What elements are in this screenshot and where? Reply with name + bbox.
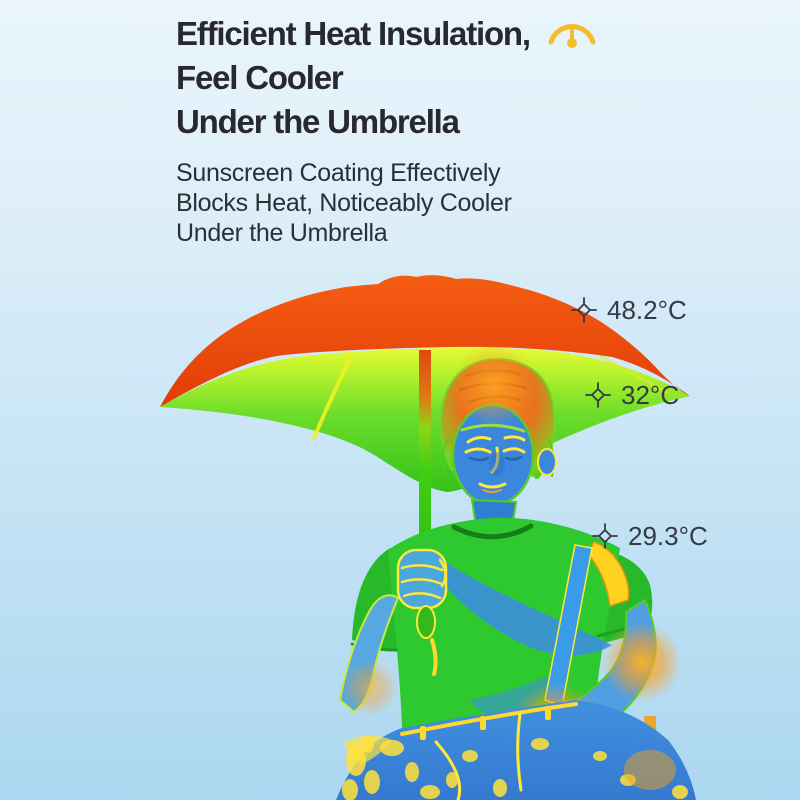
temp-value: 32°C — [621, 380, 680, 410]
thermometer-gauge-icon — [548, 24, 596, 48]
crosshair-icon — [592, 523, 618, 549]
temp-annotation-umbrella-top: 48.2°C — [571, 297, 687, 323]
warm-glow — [602, 622, 682, 702]
subtitle-line-3: Under the Umbrella — [176, 219, 388, 247]
temp-value: 48.2°C — [607, 295, 687, 325]
title-line-2: Feel Cooler — [176, 59, 344, 96]
crosshair-icon — [571, 297, 597, 323]
umbrella-rib — [598, 354, 668, 394]
subtitle: Sunscreen Coating Effectively Blocks Hea… — [176, 158, 776, 248]
temp-annotation-person: 29.3°C — [592, 523, 708, 549]
headline-block: Efficient Heat Insulation, Feel Cooler U… — [176, 12, 776, 248]
title-line-3: Under the Umbrella — [176, 103, 460, 140]
umbrella-handle-strap — [430, 638, 438, 676]
umbrella-pole — [419, 350, 431, 590]
subtitle-line-1: Sunscreen Coating Effectively — [176, 159, 501, 187]
title-line-1: Efficient Heat Insulation, — [176, 15, 531, 52]
warm-glow — [342, 660, 398, 716]
temp-annotation-umbrella-underside: 32°C — [585, 382, 679, 408]
page-title: Efficient Heat Insulation, Feel Cooler U… — [176, 12, 776, 144]
woman-ear — [537, 448, 557, 476]
woman-jeans — [336, 700, 696, 800]
umbrella-rib — [312, 356, 352, 440]
temp-value: 29.3°C — [628, 521, 708, 551]
umbrella-handle — [416, 605, 436, 639]
warm-glow — [452, 342, 536, 426]
subtitle-line-2: Blocks Heat, Noticeably Cooler — [176, 189, 512, 217]
woman-left-arm — [338, 548, 448, 716]
umbrella-canopy-top — [160, 275, 690, 407]
crosshair-icon — [585, 382, 611, 408]
jeans-thermal-speckles — [342, 735, 688, 800]
